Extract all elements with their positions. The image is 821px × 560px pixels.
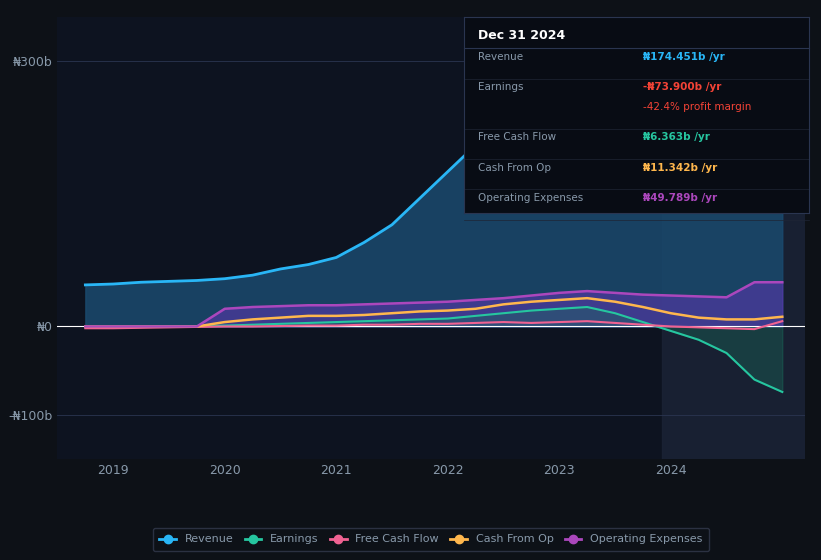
Text: Cash From Op: Cash From Op	[478, 163, 551, 173]
Text: Dec 31 2024: Dec 31 2024	[478, 29, 565, 41]
Text: Operating Expenses: Operating Expenses	[478, 193, 583, 203]
Legend: Revenue, Earnings, Free Cash Flow, Cash From Op, Operating Expenses: Revenue, Earnings, Free Cash Flow, Cash …	[153, 528, 709, 551]
Text: -42.4% profit margin: -42.4% profit margin	[643, 102, 751, 112]
Text: ₦49.789b /yr: ₦49.789b /yr	[643, 193, 718, 203]
Text: -₦73.900b /yr: -₦73.900b /yr	[643, 82, 722, 92]
Text: ₦174.451b /yr: ₦174.451b /yr	[643, 52, 725, 62]
Text: Revenue: Revenue	[478, 52, 523, 62]
Text: ₦6.363b /yr: ₦6.363b /yr	[643, 133, 710, 142]
Text: Earnings: Earnings	[478, 82, 523, 92]
Text: ₦11.342b /yr: ₦11.342b /yr	[643, 163, 718, 173]
Text: Free Cash Flow: Free Cash Flow	[478, 133, 556, 142]
Bar	[662, 17, 805, 459]
